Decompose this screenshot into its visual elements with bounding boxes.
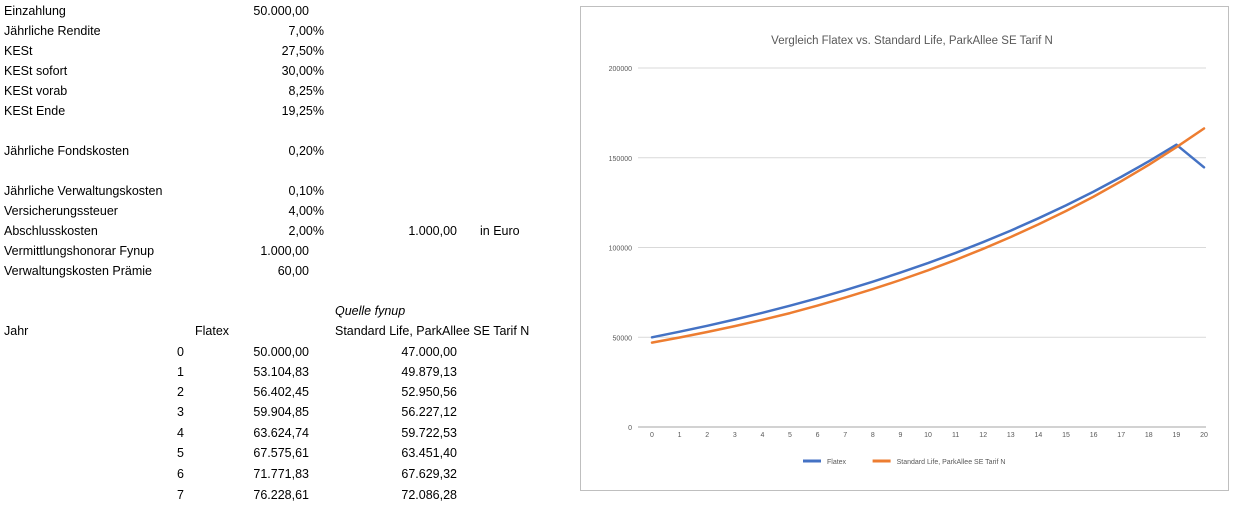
table-row-year[interactable]: 7 (177, 488, 184, 502)
param-value-einzahlung[interactable]: 50.000,00 (253, 4, 309, 18)
legend-label-1: Standard Life, ParkAllee SE Tarif N (897, 459, 1006, 466)
x-tick-label: 2 (705, 432, 709, 439)
legend-label-0: Flatex (827, 459, 847, 466)
x-tick-label: 10 (924, 432, 932, 439)
table-row-standard-life[interactable]: 67.629,32 (401, 467, 457, 481)
header-standard-life[interactable]: Standard Life, ParkAllee SE Tarif N (335, 324, 530, 338)
param-value-kest-sofort[interactable]: 30,00% (281, 64, 324, 78)
param-value-rendite[interactable]: 7,00% (288, 24, 324, 38)
param-label-kest-ende[interactable]: KESt Ende (4, 104, 66, 118)
x-tick-label: 3 (733, 432, 737, 439)
y-tick-label: 200000 (609, 66, 632, 73)
y-tick-label: 50000 (613, 335, 633, 342)
x-tick-label: 8 (871, 432, 875, 439)
y-tick-label: 0 (628, 425, 632, 432)
param-label-versicherungssteuer[interactable]: Versicherungssteuer (4, 204, 118, 218)
table-row-year[interactable]: 3 (177, 405, 184, 419)
x-tick-label: 1 (678, 432, 682, 439)
table-row-flatex[interactable]: 53.104,83 (253, 365, 309, 379)
x-tick-label: 18 (1145, 432, 1153, 439)
param-value-vermittlungshonorar[interactable]: 1.000,00 (260, 244, 309, 258)
param-label-fondskosten[interactable]: Jährliche Fondskosten (4, 144, 130, 158)
param-label-rendite[interactable]: Jährliche Rendite (4, 24, 101, 38)
x-axis-ticks: 0 1 2 3 4 5 6 7 8 9 10 11 12 13 14 15 16 17 18 19 20 (650, 432, 1208, 439)
chart-gridlines (638, 67, 1206, 428)
param-value-kest-ende[interactable]: 19,25% (281, 104, 324, 118)
param-label-vermittlungshonorar[interactable]: Vermittlungshonorar Fynup (4, 244, 155, 258)
table-row-year[interactable]: 0 (177, 345, 184, 359)
param-label-kest[interactable]: KESt (4, 44, 33, 58)
y-tick-label: 100000 (609, 246, 632, 253)
x-tick-label: 9 (898, 432, 902, 439)
x-tick-label: 16 (1090, 432, 1098, 439)
param-value-kest-vorab[interactable]: 8,25% (288, 84, 324, 98)
table-row-standard-life[interactable]: 47.000,00 (401, 345, 457, 359)
x-tick-label: 15 (1062, 432, 1070, 439)
table-row-flatex[interactable]: 59.904,85 (253, 405, 309, 419)
table-row-year[interactable]: 1 (177, 365, 184, 379)
line-chart[interactable]: Vergleich Flatex vs. Standard Life, Park… (580, 6, 1229, 491)
table-row-year[interactable]: 6 (177, 467, 184, 481)
chart-canvas: Vergleich Flatex vs. Standard Life, Park… (609, 35, 1208, 466)
table-row-flatex[interactable]: 56.402,45 (253, 385, 309, 399)
table-row-flatex[interactable]: 71.771,83 (253, 467, 309, 481)
x-tick-label: 17 (1117, 432, 1125, 439)
param-label-abschlusskosten[interactable]: Abschlusskosten (4, 224, 98, 238)
x-tick-label: 14 (1035, 432, 1043, 439)
x-tick-label: 11 (952, 432, 959, 439)
header-jahr[interactable]: Jahr (4, 324, 29, 338)
param-label-kest-vorab[interactable]: KESt vorab (4, 84, 68, 98)
chart-title: Vergleich Flatex vs. Standard Life, Park… (771, 35, 1053, 47)
table-row-flatex[interactable]: 67.575,61 (253, 446, 309, 460)
chart-legend: Flatex Standard Life, ParkAllee SE Tarif … (803, 459, 1005, 466)
param-label-verwaltungskosten-praemie[interactable]: Verwaltungskosten Prämie (4, 264, 152, 278)
y-axis-ticks: 0 50000 100000 150000 200000 (609, 66, 632, 432)
table-row-year[interactable]: 4 (177, 426, 184, 440)
param-value-versicherungssteuer[interactable]: 4,00% (288, 204, 324, 218)
abschlusskosten-euro-value[interactable]: 1.000,00 (408, 224, 457, 238)
x-tick-label: 12 (979, 432, 987, 439)
table-row-standard-life[interactable]: 56.227,12 (401, 405, 457, 419)
param-label-einzahlung[interactable]: Einzahlung (4, 4, 66, 18)
table-row-flatex[interactable]: 50.000,00 (253, 345, 309, 359)
table-row-year[interactable]: 5 (177, 446, 184, 460)
chart-series (650, 127, 1206, 344)
param-value-verwaltungskosten-praemie[interactable]: 60,00 (277, 264, 309, 278)
param-value-kest[interactable]: 27,50% (281, 44, 324, 58)
x-tick-label: 20 (1200, 432, 1208, 439)
table-row-standard-life[interactable]: 63.451,40 (401, 446, 457, 460)
x-tick-label: 7 (843, 432, 847, 439)
x-tick-label: 4 (760, 432, 764, 439)
table-row-standard-life[interactable]: 52.950,56 (401, 385, 457, 399)
abschlusskosten-unit[interactable]: in Euro (480, 224, 520, 238)
table-row-flatex[interactable]: 63.624,74 (253, 426, 309, 440)
header-flatex[interactable]: Flatex (195, 324, 230, 338)
param-label-verwaltungskosten[interactable]: Jährliche Verwaltungskosten (4, 184, 163, 198)
x-tick-label: 6 (816, 432, 820, 439)
source-note[interactable]: Quelle fynup (335, 304, 406, 318)
table-row-standard-life[interactable]: 59.722,53 (401, 426, 457, 440)
x-tick-label: 13 (1007, 432, 1015, 439)
series-line-1 (650, 127, 1206, 344)
param-value-fondskosten[interactable]: 0,20% (288, 144, 324, 158)
series-line-0 (650, 143, 1206, 339)
x-tick-label: 19 (1173, 432, 1181, 439)
y-tick-label: 150000 (609, 156, 632, 163)
param-value-abschlusskosten[interactable]: 2,00% (288, 224, 324, 238)
table-row-flatex[interactable]: 76.228,61 (253, 488, 309, 502)
table-row-standard-life[interactable]: 49.879,13 (401, 365, 457, 379)
param-value-verwaltungskosten[interactable]: 0,10% (288, 184, 324, 198)
table-row-year[interactable]: 2 (177, 385, 184, 399)
param-label-kest-sofort[interactable]: KESt sofort (4, 64, 68, 78)
x-tick-label: 5 (788, 432, 792, 439)
x-tick-label: 0 (650, 432, 654, 439)
table-row-standard-life[interactable]: 72.086,28 (401, 488, 457, 502)
